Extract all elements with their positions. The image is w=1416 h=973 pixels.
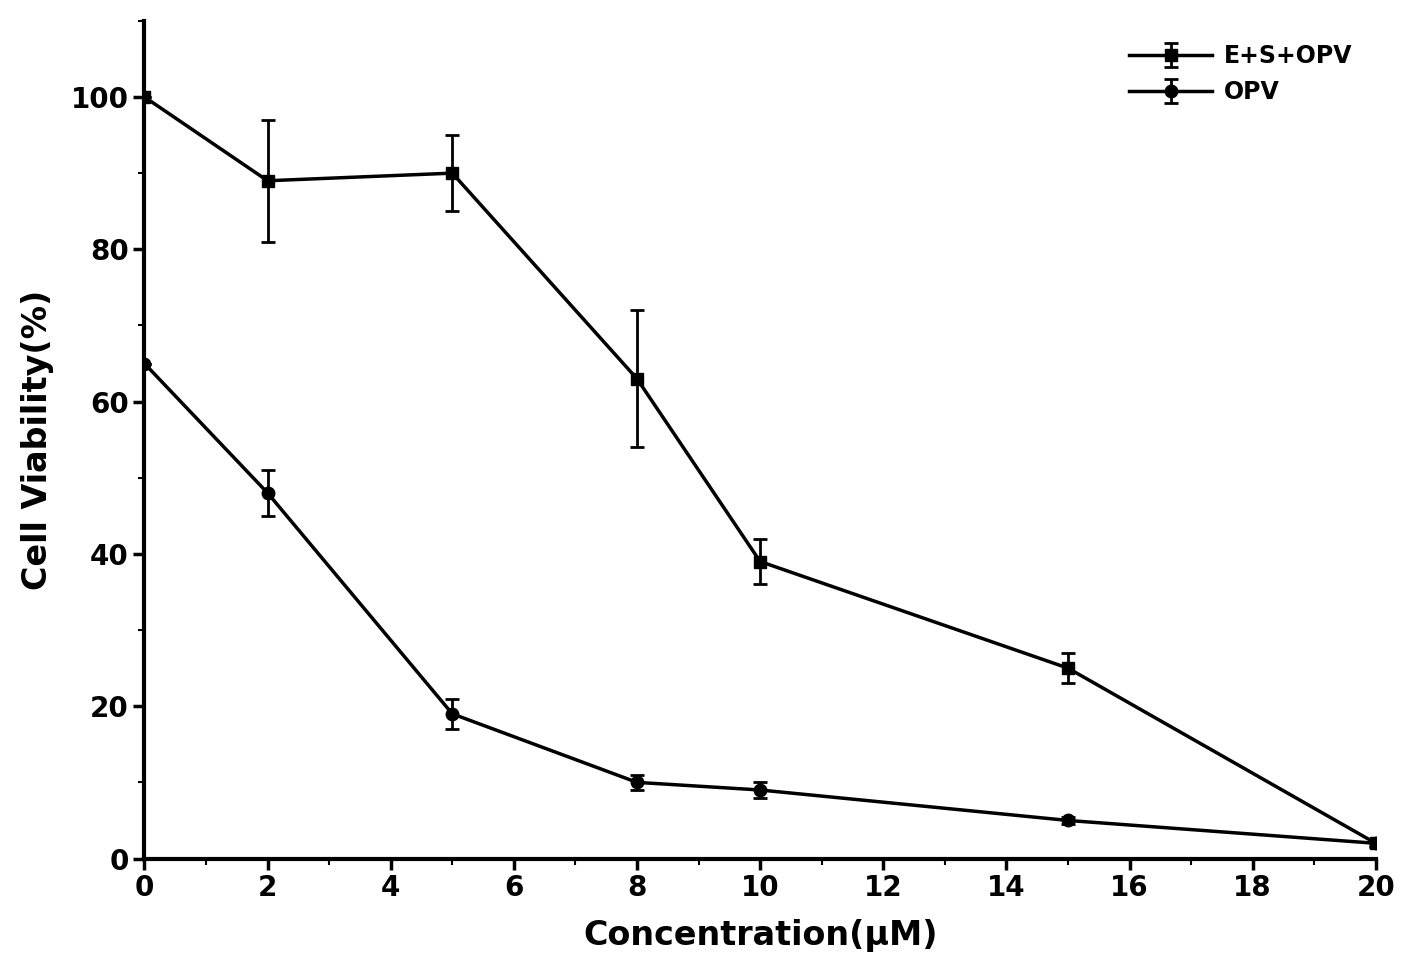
X-axis label: Concentration(μM): Concentration(μM) [583,919,937,953]
Y-axis label: Cell Viability(%): Cell Viability(%) [21,290,54,590]
Legend: E+S+OPV, OPV: E+S+OPV, OPV [1117,33,1364,116]
